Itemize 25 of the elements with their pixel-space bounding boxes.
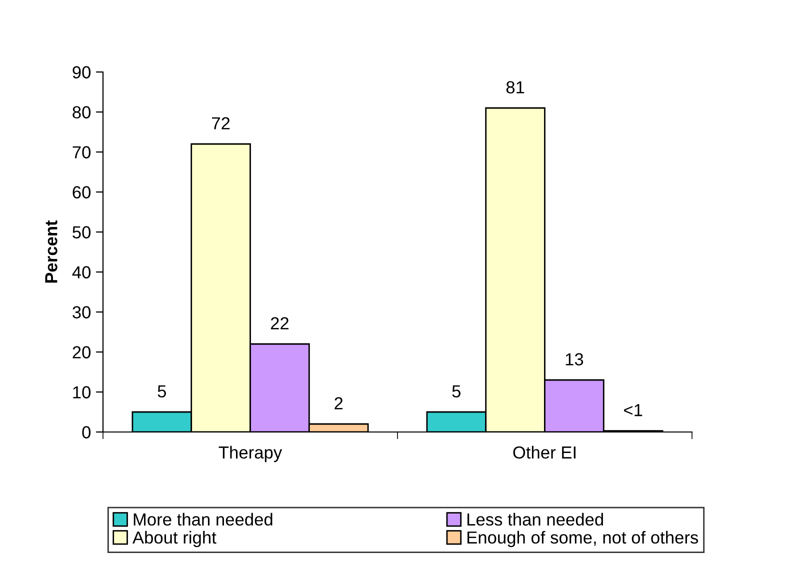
- data-label: 13: [566, 353, 584, 366]
- y-tick-label: 40: [72, 266, 91, 278]
- y-tick-label: 10: [73, 386, 91, 398]
- y-tick-label: 80: [72, 106, 91, 118]
- y-tick-label: 50: [72, 226, 91, 238]
- y-tick-label: 0: [82, 426, 91, 438]
- legend-label: More than needed: [134, 512, 272, 526]
- legend-label: Enough of some, not of others: [467, 530, 698, 548]
- legend-label: Less than needed: [467, 512, 603, 526]
- data-label: <1: [624, 404, 642, 416]
- data-label: 22: [270, 317, 288, 330]
- data-label: 72: [212, 117, 230, 130]
- y-tick-label: 70: [72, 146, 91, 158]
- y-tick-label: 30: [72, 306, 91, 318]
- y-tick-label: 20: [72, 346, 91, 358]
- x-tick-label: Therapy: [218, 446, 282, 462]
- y-tick-label: 90: [72, 66, 91, 78]
- x-tick-label: Other EI: [513, 446, 576, 459]
- data-label: 5: [452, 385, 460, 398]
- y-tick-label: 60: [72, 186, 91, 198]
- y-axis-title: Percent: [45, 220, 58, 283]
- data-label: 5: [158, 385, 166, 398]
- legend-label: About right: [132, 530, 216, 548]
- data-label: 2: [334, 397, 343, 410]
- data-label: 81: [506, 81, 524, 94]
